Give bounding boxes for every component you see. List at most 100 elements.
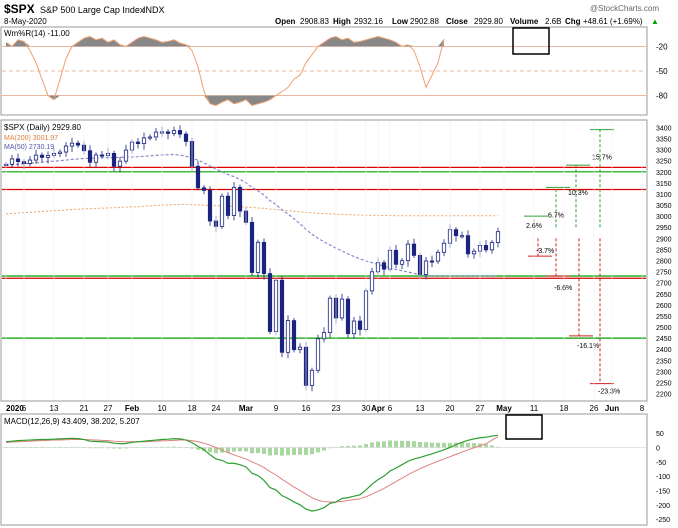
macd-histogram-bar — [196, 447, 200, 450]
macd-histogram-bar — [226, 447, 230, 453]
volume-label: Volume — [510, 17, 539, 26]
index-name: S&P 500 Large Cap Index — [40, 5, 145, 15]
low-value: 2902.88 — [410, 17, 439, 26]
willr-tick-label: -80 — [656, 92, 668, 101]
macd-panel — [0, 413, 648, 526]
candle-body — [345, 298, 351, 335]
macd-histogram-bar — [316, 447, 320, 453]
candle-body — [423, 260, 429, 275]
target-label: 15.7% — [592, 155, 612, 162]
price-tick-label: 2250 — [656, 380, 672, 387]
stop-label: -16.1% — [577, 343, 599, 350]
x-tick-label: 30 — [362, 404, 371, 413]
macd-histogram-bar — [286, 447, 290, 456]
candle-body — [285, 320, 291, 353]
macd-histogram-bar — [160, 446, 164, 448]
x-tick-label: 18 — [560, 404, 569, 413]
price-tick-label: 3150 — [656, 181, 672, 188]
macd-histogram-bar — [310, 447, 314, 455]
macd-histogram-bar — [100, 447, 104, 449]
macd-histogram-bar — [436, 442, 440, 448]
x-tick-label: 8 — [640, 404, 645, 413]
candle-body — [381, 262, 387, 270]
price-tick-label: 2650 — [656, 292, 672, 299]
target-label: 6.7% — [548, 212, 564, 219]
macd-histogram-bar — [442, 442, 446, 448]
chg-value: +48.61 (+1.69%) — [583, 17, 643, 26]
candle-body — [153, 131, 159, 138]
candle-body — [57, 151, 63, 154]
candle-body — [231, 186, 237, 216]
x-tick-label: 23 — [332, 404, 341, 413]
macd-histogram-bar — [112, 447, 116, 449]
macd-histogram-bar — [460, 442, 464, 448]
macd-histogram-bar — [292, 447, 296, 455]
open-label: Open — [275, 17, 296, 26]
macd-histogram-bar — [172, 446, 176, 448]
price-tick-label: 3200 — [656, 170, 672, 177]
high-value: 2932.16 — [354, 17, 383, 26]
candle-body — [165, 131, 171, 134]
candle-body — [63, 145, 69, 153]
macd-histogram-bar — [370, 442, 374, 448]
candle-body — [225, 195, 231, 216]
stop-label: -6.6% — [554, 285, 572, 292]
macd-histogram-bar — [388, 440, 392, 448]
macd-histogram-bar — [328, 447, 332, 449]
macd-signal-line — [5, 436, 499, 503]
candle-body — [99, 154, 105, 157]
macd-histogram-bar — [412, 441, 416, 448]
candle-body — [495, 231, 501, 243]
macd-histogram-bar — [346, 446, 350, 448]
candle-body — [357, 320, 363, 330]
macd-histogram-bar — [364, 444, 368, 448]
price-tick-label: 2350 — [656, 358, 672, 365]
candle-body — [201, 187, 207, 191]
macd-histogram-bar — [400, 440, 404, 448]
willr-plot: -20 -50 -80 — [2, 27, 668, 106]
price-tick-label: 2300 — [656, 369, 672, 376]
close-value: 2929.80 — [474, 17, 503, 26]
candle-body — [279, 279, 285, 353]
price-tick-label: 2200 — [656, 392, 672, 399]
x-tick-label: 16 — [302, 404, 311, 413]
watermark: @StockCharts.com — [590, 4, 659, 13]
candle-body — [207, 190, 213, 222]
price-tick-label: 2900 — [656, 236, 672, 243]
ma50-legend: MA(50) 2730.19 — [4, 144, 54, 151]
price-tick-label: 2800 — [656, 259, 672, 266]
candle-body — [339, 298, 345, 319]
exchange: INDX — [143, 5, 165, 15]
willr-legend: Wm%R(14) -11.00 — [4, 29, 70, 38]
x-tick-label: 6 — [22, 404, 27, 413]
price-tick-label: 3300 — [656, 148, 672, 155]
close-label: Close — [446, 17, 468, 26]
price-legend: $SPX (Daily) 2929.80 — [4, 123, 81, 132]
macd-histogram-bar — [352, 445, 356, 448]
candle-body — [441, 242, 447, 253]
macd-histogram-bar — [418, 441, 422, 448]
macd-histogram-bar — [298, 447, 302, 455]
candle-body — [459, 235, 465, 238]
ma200-legend: MA(200) 3001.97 — [4, 135, 58, 142]
candle-body — [261, 241, 267, 274]
x-tick-label: Feb — [125, 404, 139, 413]
macd-legend: MACD(12,26,9) 43.409, 38.202, 5.207 — [4, 417, 140, 426]
macd-histogram-bar — [430, 442, 434, 448]
macd-histogram-bar — [472, 443, 476, 448]
highlight-box — [512, 27, 550, 55]
macd-tick-label: 50 — [656, 431, 664, 438]
macd-histogram-bar — [274, 447, 278, 455]
stop-label: -3.7% — [536, 248, 554, 255]
candle-body — [291, 320, 297, 351]
chg-up-icon: ▲ — [651, 17, 659, 26]
macd-histogram-bar — [106, 447, 110, 449]
target-label: 10.3% — [568, 190, 588, 197]
x-tick-label: 11 — [530, 404, 539, 413]
macd-histogram-bar — [466, 442, 470, 448]
candle-body — [15, 158, 21, 162]
candle-body — [111, 152, 117, 167]
macd-histogram-bar — [250, 447, 254, 454]
candle-body — [399, 260, 405, 265]
